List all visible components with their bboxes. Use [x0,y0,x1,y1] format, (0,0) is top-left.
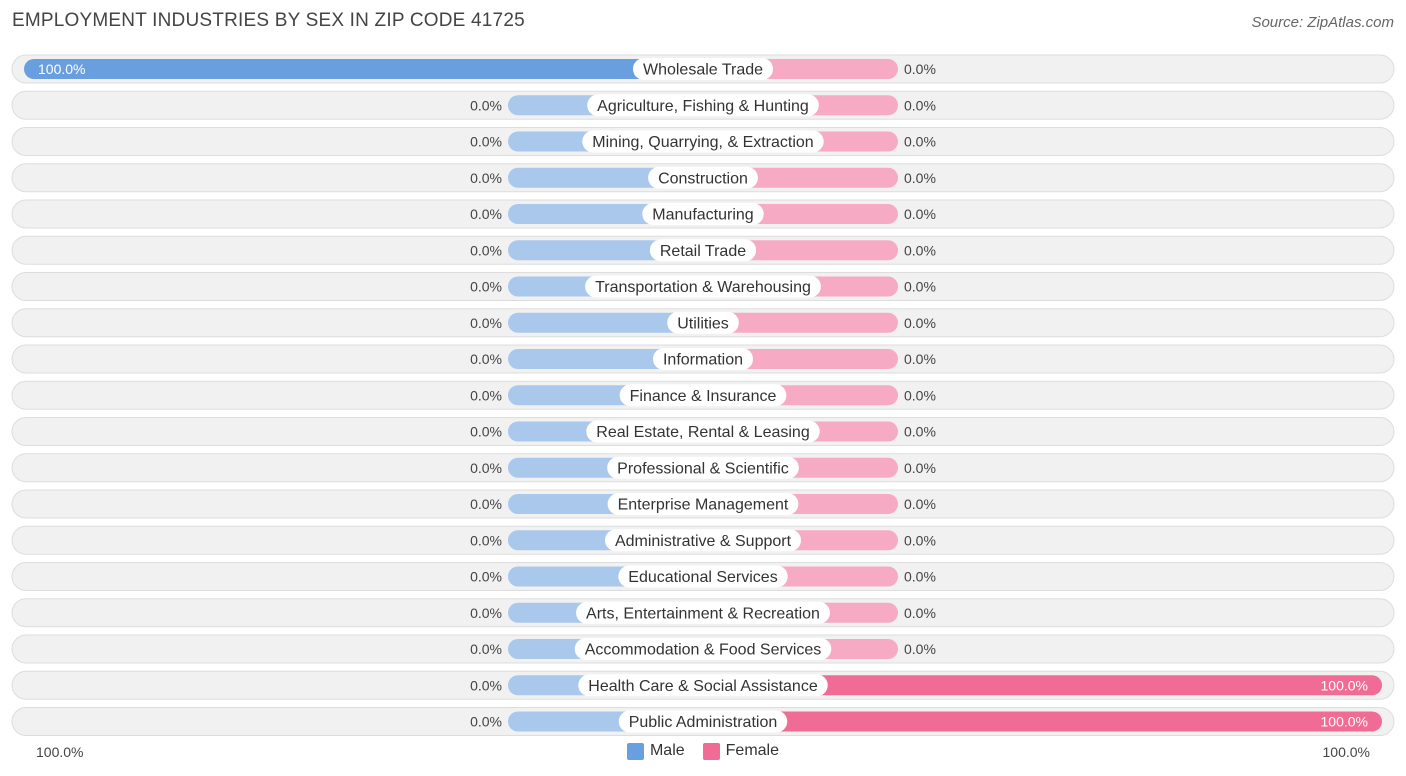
category-label-pill [585,275,821,298]
category-label-pill [578,674,828,697]
male-value-label: 0.0% [470,460,502,476]
female-value-label: 0.0% [904,532,936,548]
category-label-pill [607,456,799,479]
female-value-label: 0.0% [904,279,936,295]
category-label: Accommodation & Food Services [585,642,822,659]
legend-item-female: Female [702,742,780,760]
male-value-label: 0.0% [470,170,502,186]
legend-item-male: Male [626,742,685,760]
category-label-pill [618,710,788,733]
category-label-pill [618,565,788,588]
male-bar [24,59,703,79]
category-label: Wholesale Trade [643,62,763,79]
female-value-label: 0.0% [904,97,936,113]
category-label: Mining, Quarrying, & Extraction [592,134,813,151]
category-label-pill [619,384,787,407]
legend-male-label: Male [649,742,685,759]
source-credit: Source: ZipAtlas.com [1251,14,1394,31]
male-value-label: 0.0% [470,387,502,403]
legend: Male Female [0,742,1406,760]
male-bar [508,312,703,333]
category-label: Construction [658,170,748,187]
category-label-pill [652,348,754,370]
male-value-label: 0.0% [470,532,502,548]
female-value-label: 0.0% [904,496,936,512]
male-value-label: 0.0% [470,424,502,440]
category-label: Educational Services [628,569,777,586]
category-label: Enterprise Management [618,497,789,514]
male-value-label: 0.0% [470,641,502,657]
category-label: Manufacturing [652,207,753,224]
chart-title: EMPLOYMENT INDUSTRIES BY SEX IN ZIP CODE… [12,10,525,31]
category-label-pill [604,529,802,552]
female-swatch [702,742,720,760]
female-value-label: 0.0% [904,424,936,440]
bar-chart: Wholesale Trade 100.0% 0.0% Agriculture, Fi… [11,54,1395,736]
female-value-label: 0.0% [904,605,936,621]
female-value-label: 0.0% [904,569,936,585]
female-value-label: 0.0% [904,315,936,331]
female-value-label: 100.0% [1321,677,1368,693]
male-value-label: 0.0% [470,714,502,730]
category-label-pill [649,239,757,262]
category-label-pill [648,166,758,189]
female-value-label: 0.0% [904,641,936,657]
male-value-label: 0.0% [470,315,502,331]
category-label: Retail Trade [660,243,746,260]
female-bar [703,312,898,333]
male-value-label: 0.0% [470,134,502,150]
male-value-label: 0.0% [470,351,502,367]
legend-female-label: Female [725,742,780,759]
category-label-pill [632,58,774,80]
male-value-label: 0.0% [470,569,502,585]
category-label-pill [642,203,764,225]
male-value-label: 0.0% [470,206,502,222]
category-label: Health Care & Social Assistance [588,678,818,695]
female-value-label: 0.0% [904,134,936,150]
category-label: Agriculture, Fishing & Hunting [597,98,809,115]
female-value-label: 0.0% [904,61,936,77]
male-value-label: 0.0% [470,496,502,512]
male-value-label: 0.0% [470,677,502,693]
category-label-pill [582,130,824,153]
female-value-label: 0.0% [904,460,936,476]
axis-left-label: 100.0% [36,744,84,760]
male-swatch [626,742,644,760]
category-label-pill [586,420,820,443]
male-value-label: 0.0% [470,279,502,295]
female-value-label: 0.0% [904,351,936,367]
category-label-pill [607,493,799,515]
male-value-label: 0.0% [470,605,502,621]
category-label-pill [587,94,819,117]
category-label: Transportation & Warehousing [595,279,811,296]
category-label: Finance & Insurance [630,388,777,405]
category-label: Public Administration [629,714,778,731]
female-value-label: 0.0% [904,170,936,186]
category-label: Professional & Scientific [617,460,789,477]
female-bar [703,711,1382,732]
category-label: Arts, Entertainment & Recreation [586,605,820,622]
male-value-label: 0.0% [470,97,502,113]
category-label: Information [663,352,743,369]
category-label-pill [667,311,739,334]
category-label-pill [574,638,832,660]
category-label: Real Estate, Rental & Leasing [596,424,809,441]
female-value-label: 100.0% [1321,714,1368,730]
female-value-label: 0.0% [904,387,936,403]
category-label-pill [576,601,830,624]
female-value-label: 0.0% [904,206,936,222]
axis-right-label: 100.0% [1322,744,1370,760]
male-value-label: 100.0% [38,61,85,77]
category-label: Administrative & Support [615,533,792,550]
category-label: Utilities [677,315,729,332]
female-bar [703,675,1382,696]
female-value-label: 0.0% [904,242,936,258]
male-value-label: 0.0% [470,242,502,258]
